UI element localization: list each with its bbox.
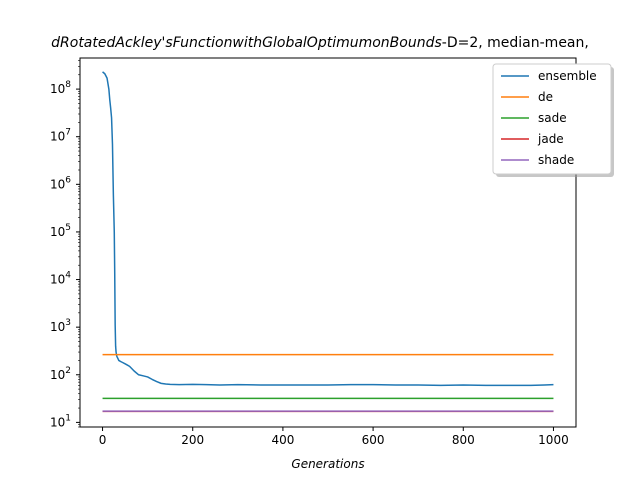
legend-label-jade: jade — [537, 132, 564, 146]
y-tick-label-100000000: 108 — [50, 80, 71, 96]
y-tick-label-10000000: 107 — [50, 128, 71, 144]
series-line-ensemble — [102, 71, 554, 387]
y-tick-label-100000: 105 — [50, 223, 71, 239]
x-tick-label-800: 800 — [452, 433, 475, 447]
y-tick-label-1000: 103 — [50, 318, 71, 334]
legend-label-ensemble: ensemble — [538, 69, 597, 83]
legend-label-de: de — [538, 90, 553, 104]
x-tick-label-400: 400 — [271, 433, 294, 447]
chart-title: dRotatedAckley'sFunctionwithGlobalOptimu… — [51, 35, 589, 51]
y-tick-label-100: 102 — [50, 366, 71, 382]
x-tick-label-600: 600 — [362, 433, 385, 447]
x-tick-label-1000: 1000 — [538, 433, 569, 447]
legend-label-shade: shade — [538, 153, 574, 167]
legend-box — [492, 63, 612, 175]
x-axis-label: Generations — [291, 457, 364, 471]
y-tick-label-10: 101 — [50, 413, 71, 429]
legend-label-sade: sade — [538, 111, 567, 125]
y-tick-label-10000: 104 — [50, 271, 71, 287]
legend: ensemble de sade jade shade — [492, 63, 614, 177]
y-tick-label-1000000: 106 — [50, 175, 71, 191]
x-tick-label-200: 200 — [181, 433, 204, 447]
x-tick-label-0: 0 — [99, 433, 107, 447]
